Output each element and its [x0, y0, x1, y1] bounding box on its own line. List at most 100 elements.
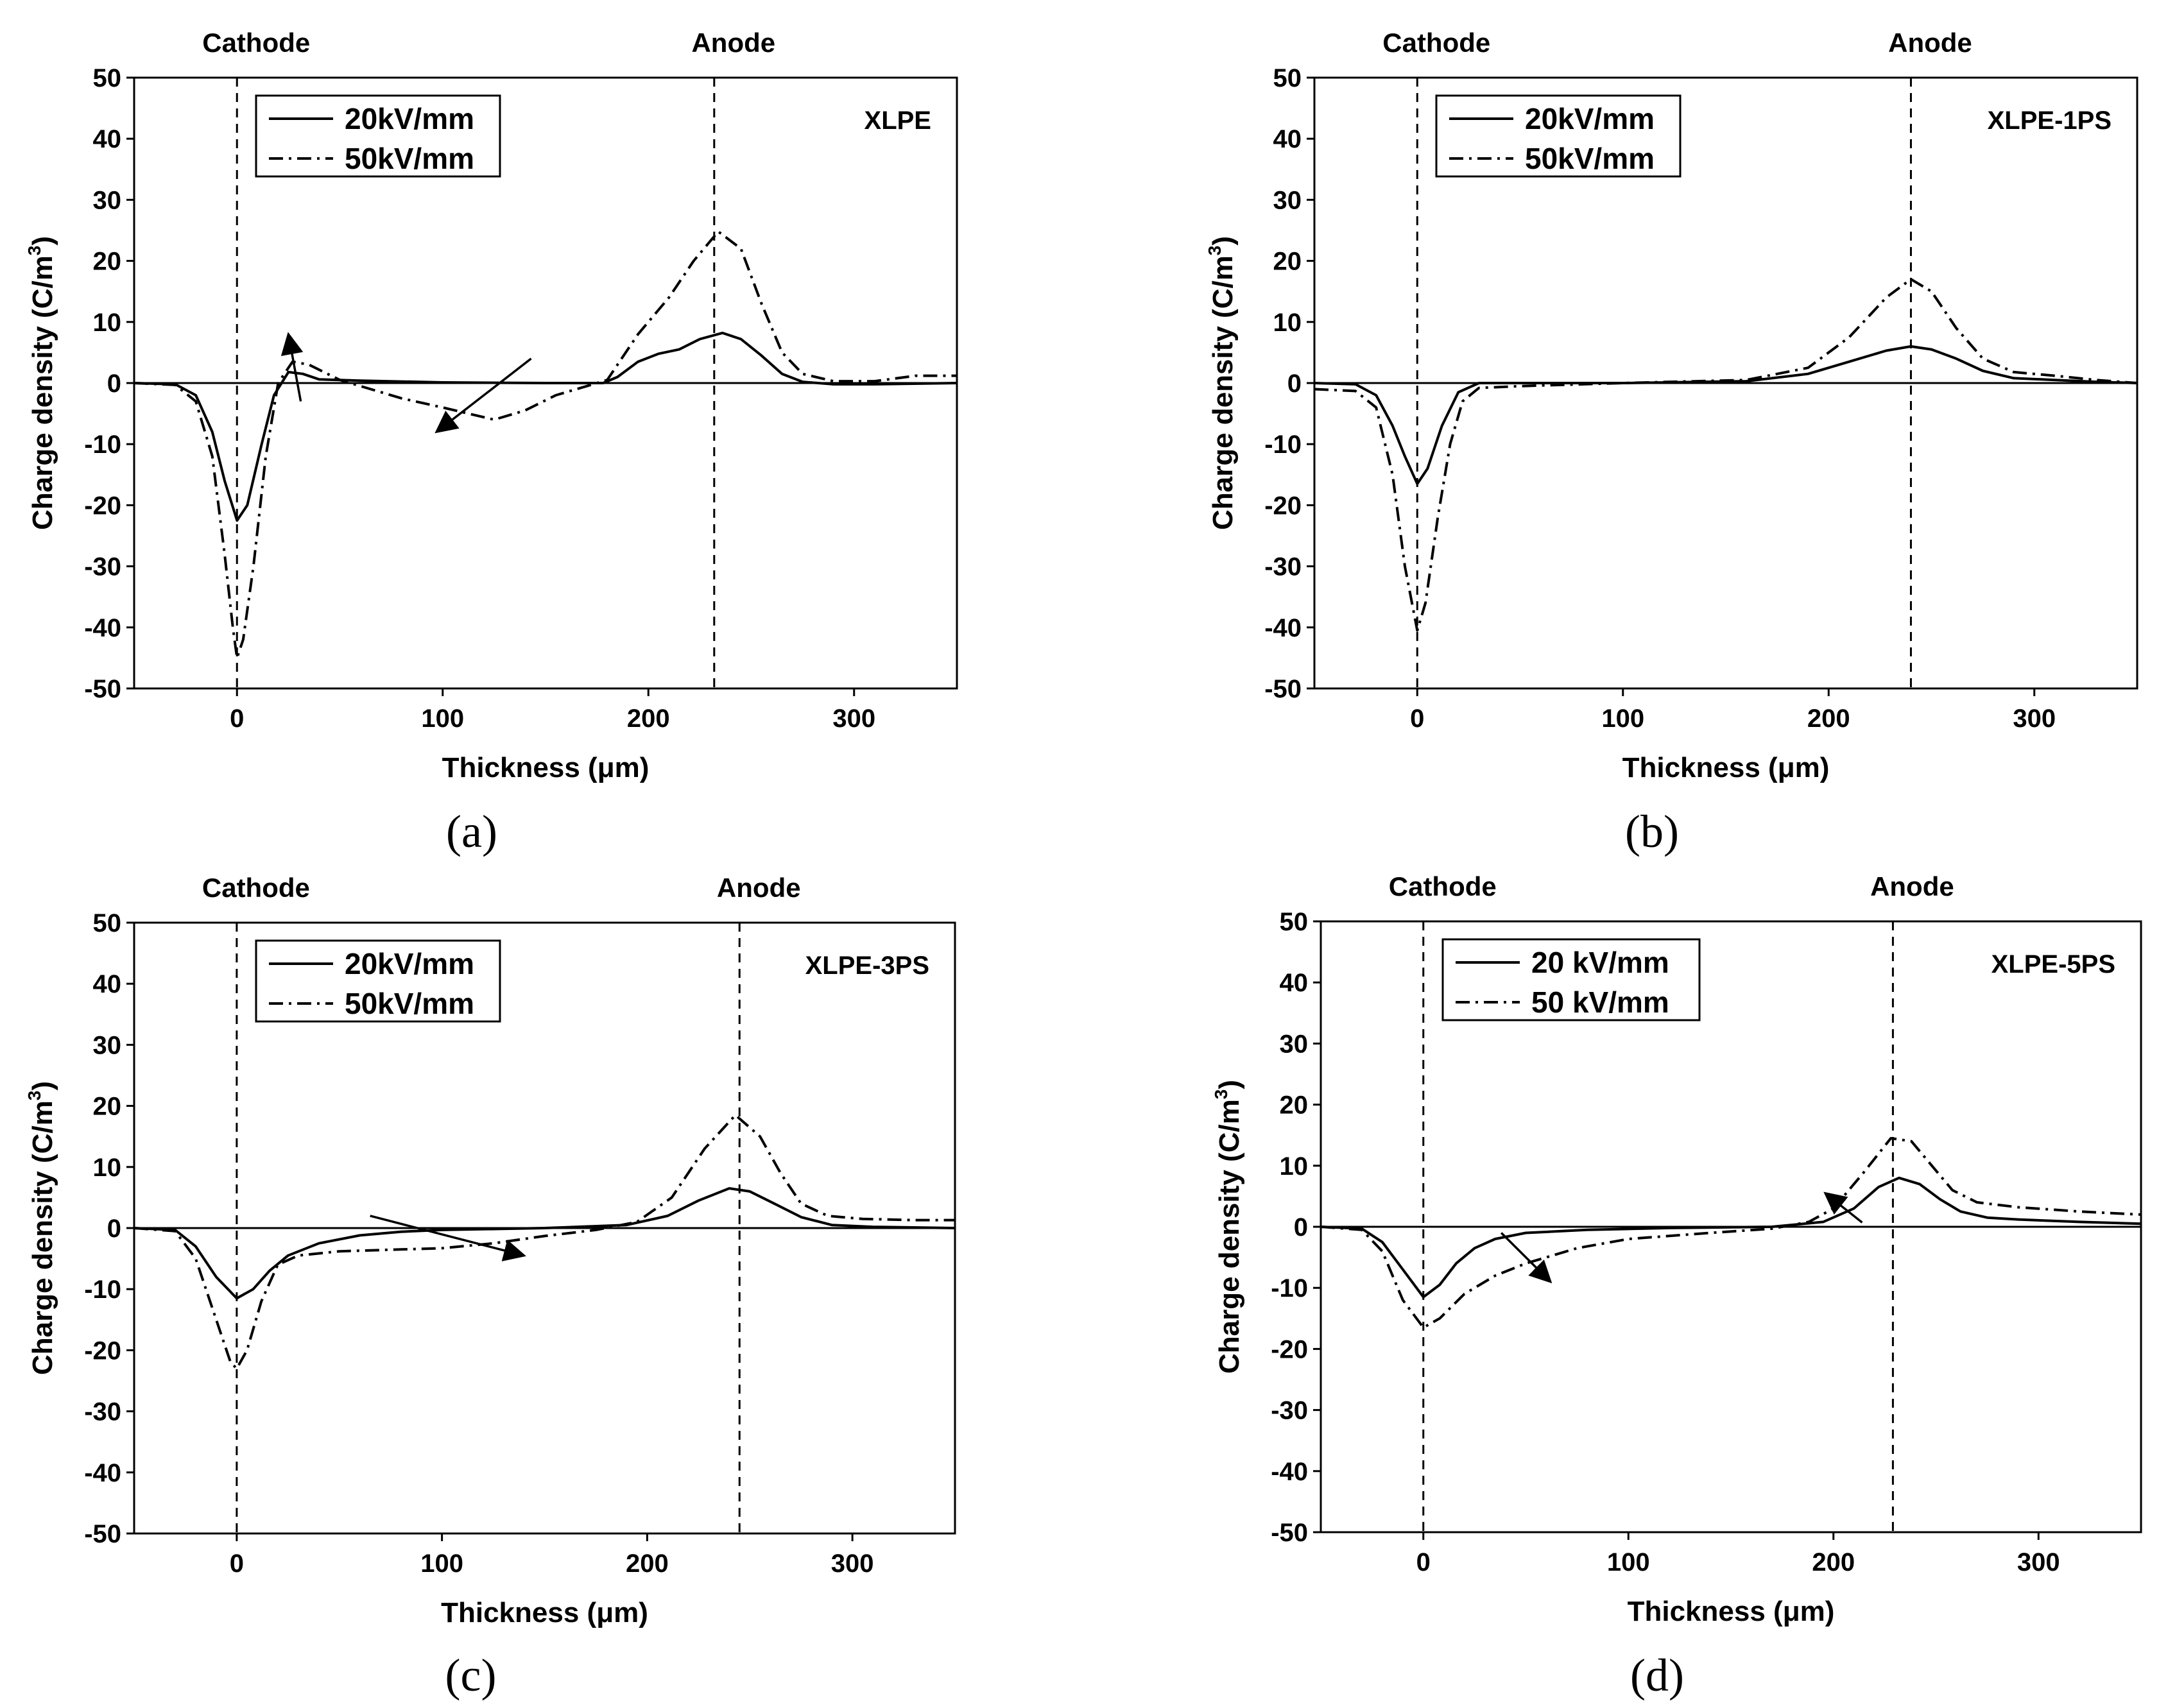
- sample-label: XLPE-3PS: [805, 952, 929, 980]
- legend-label-2: 50 kV/mm: [1531, 986, 1669, 1019]
- y-axis-title: Charge density (C/m3): [24, 236, 58, 530]
- y-tick-label: -10: [1264, 431, 1302, 459]
- electrode-label-anode: Anode: [1870, 871, 1954, 901]
- legend-box: [1441, 938, 1701, 1021]
- trend-arrow: [280, 332, 304, 402]
- y-axis-title-main: Charge density (C/m: [1214, 1099, 1245, 1374]
- sample-label: XLPE-1PS: [1988, 107, 2112, 135]
- legend: 20kV/mm 50kV/mm: [1435, 94, 1682, 178]
- y-tick-label: 0: [1287, 370, 1302, 398]
- x-tick-label: 200: [1807, 705, 1850, 733]
- series-line-2: [133, 230, 957, 660]
- x-axis-title: Thickness (μm): [1622, 752, 1830, 783]
- y-tick-label: 20: [1273, 248, 1302, 276]
- x-tick-label: 100: [1601, 705, 1644, 733]
- y-tick-label: -50: [1271, 1519, 1308, 1547]
- y-axis-title-close: ): [1207, 236, 1239, 246]
- sample-label: XLPE-5PS: [1991, 950, 2115, 978]
- electrode-label-cathode: Cathode: [202, 28, 310, 58]
- y-tick-label: -30: [84, 553, 121, 581]
- y-tick-label: 40: [93, 125, 122, 153]
- y-tick-label: 30: [93, 186, 122, 214]
- legend-box: [1435, 94, 1682, 178]
- y-tick-label: 10: [93, 309, 122, 337]
- legend-label-2: 50kV/mm: [1525, 142, 1655, 175]
- y-tick-label: -40: [84, 614, 121, 642]
- x-tick-label: 300: [2017, 1548, 2060, 1576]
- x-tick-label: 0: [1416, 1548, 1431, 1576]
- x-axis-title: Thickness (μm): [442, 752, 649, 783]
- y-axis-title-superscript: 3: [1211, 1089, 1231, 1100]
- x-tick-label: 300: [832, 705, 875, 733]
- y-axis-title-superscript: 3: [24, 1091, 44, 1101]
- y-tick-label: 50: [1273, 64, 1302, 92]
- y-tick-label: -20: [84, 1337, 121, 1365]
- y-tick-label: 30: [1280, 1030, 1309, 1058]
- y-tick-label: 10: [1273, 309, 1302, 337]
- y-axis-title-main: Charge density (C/m: [1207, 255, 1239, 530]
- x-tick-label: 100: [421, 705, 464, 733]
- x-tick-label: 0: [1410, 705, 1424, 733]
- y-axis-title-main: Charge density (C/m: [27, 255, 58, 530]
- y-tick-label: -20: [1264, 491, 1302, 520]
- y-tick-label: -40: [1271, 1458, 1308, 1486]
- x-tick-label: 100: [420, 1550, 463, 1578]
- y-tick-label: -10: [84, 1276, 121, 1304]
- sample-label: XLPE: [864, 107, 931, 135]
- y-axis-title-close: ): [27, 1081, 58, 1091]
- y-tick-label: 50: [93, 909, 122, 937]
- y-axis-title-close: ): [27, 236, 58, 246]
- x-tick-label: 0: [230, 705, 244, 733]
- y-axis-title-superscript: 3: [24, 246, 44, 256]
- y-tick-label: -50: [84, 675, 121, 703]
- panel-caption: (c): [445, 1650, 497, 1701]
- legend-label-2: 50kV/mm: [345, 142, 474, 175]
- x-tick-label: 200: [626, 1550, 669, 1578]
- y-tick-label: 0: [1294, 1213, 1308, 1242]
- panel-caption: (b): [1625, 806, 1679, 857]
- y-axis-title: Charge density (C/m3): [1205, 236, 1239, 530]
- y-tick-label: 0: [107, 370, 121, 398]
- y-tick-label: 10: [93, 1154, 122, 1182]
- legend-box: [255, 939, 501, 1023]
- y-tick-label: -10: [1271, 1274, 1308, 1302]
- y-tick-label: -30: [1264, 553, 1302, 581]
- x-tick-label: 200: [1812, 1548, 1855, 1576]
- series-line-2: [1314, 278, 2138, 632]
- electrode-label-anode: Anode: [1888, 28, 1972, 58]
- panel-caption: (d): [1630, 1650, 1684, 1701]
- trend-arrow: [1500, 1232, 1553, 1284]
- series-line-2: [133, 1113, 955, 1370]
- y-tick-label: -20: [1271, 1335, 1308, 1363]
- trend-arrow: [370, 1215, 526, 1261]
- y-tick-label: 40: [93, 970, 122, 998]
- legend-label-1: 20kV/mm: [345, 947, 474, 980]
- y-tick-label: 40: [1280, 969, 1309, 997]
- y-tick-label: 50: [1280, 908, 1309, 936]
- y-tick-label: -30: [1271, 1397, 1308, 1425]
- x-axis-title: Thickness (μm): [1628, 1596, 1835, 1627]
- legend-label-1: 20 kV/mm: [1531, 946, 1669, 979]
- legend-label-1: 20kV/mm: [1525, 102, 1655, 135]
- y-tick-label: -50: [84, 1520, 121, 1548]
- x-axis-title: Thickness (μm): [441, 1597, 648, 1628]
- y-tick-label: 30: [93, 1031, 122, 1059]
- y-tick-label: 50: [93, 64, 122, 92]
- y-axis-title-main: Charge density (C/m: [27, 1100, 58, 1375]
- y-tick-label: 30: [1273, 186, 1302, 214]
- electrode-label-cathode: Cathode: [202, 873, 310, 903]
- legend-box: [255, 94, 501, 178]
- series-line-1: [133, 1187, 956, 1300]
- series-line-2: [1320, 1137, 2142, 1329]
- y-tick-label: 20: [1280, 1091, 1309, 1120]
- y-tick-label: -30: [84, 1398, 121, 1426]
- x-tick-label: 200: [627, 705, 670, 733]
- x-tick-label: 300: [831, 1550, 874, 1578]
- electrode-label-anode: Anode: [691, 28, 775, 58]
- y-tick-label: -10: [84, 431, 121, 459]
- y-tick-label: 0: [107, 1215, 121, 1243]
